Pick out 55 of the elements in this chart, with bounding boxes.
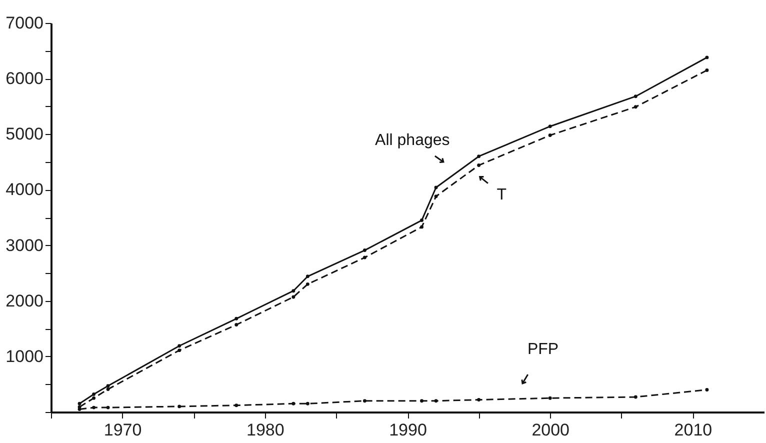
annotation: T <box>496 186 507 204</box>
x-tick-label: 2010 <box>674 420 712 440</box>
point <box>477 154 481 158</box>
point <box>705 68 709 72</box>
point <box>292 289 296 293</box>
point <box>477 164 481 167</box>
point <box>548 134 552 137</box>
point <box>634 94 638 98</box>
point <box>634 395 638 399</box>
point <box>106 387 110 391</box>
point <box>362 248 366 252</box>
point <box>705 388 709 392</box>
y-tick-label: 7000 <box>6 14 44 32</box>
point <box>306 274 310 278</box>
point <box>106 384 110 388</box>
point <box>178 344 182 348</box>
point <box>548 124 552 128</box>
point <box>705 56 709 60</box>
x-tick-label: 2000 <box>532 420 570 440</box>
point <box>477 398 481 402</box>
point <box>634 105 638 109</box>
y-tick-label: 3000 <box>6 236 44 255</box>
point <box>420 225 424 229</box>
point <box>92 392 96 396</box>
point <box>420 399 424 403</box>
point <box>434 186 438 190</box>
point <box>420 218 424 222</box>
x-tick-label: 1980 <box>246 420 284 440</box>
annotation: All phages <box>375 132 450 149</box>
y-tick-label: 6000 <box>6 69 44 88</box>
point <box>92 406 96 410</box>
y-tick-label: 1000 <box>6 346 44 366</box>
point <box>106 406 110 410</box>
point <box>362 256 366 260</box>
y-tick-label: 4000 <box>6 180 44 200</box>
point <box>234 323 238 326</box>
x-tick-label: 1990 <box>389 420 427 440</box>
point <box>78 402 82 406</box>
point <box>434 194 438 198</box>
point <box>306 402 310 406</box>
point <box>234 404 238 408</box>
point <box>178 348 182 352</box>
y-tick-label: 5000 <box>6 124 44 144</box>
point <box>434 399 438 403</box>
point <box>548 396 552 400</box>
point <box>362 399 366 403</box>
annotation: PFP <box>527 341 559 358</box>
x-tick-label: 1970 <box>104 420 142 440</box>
point <box>306 282 310 286</box>
y-tick-label: 2000 <box>6 291 44 310</box>
point <box>292 295 296 299</box>
point <box>178 404 182 408</box>
point <box>92 396 96 400</box>
point <box>234 316 238 320</box>
point <box>292 402 296 406</box>
